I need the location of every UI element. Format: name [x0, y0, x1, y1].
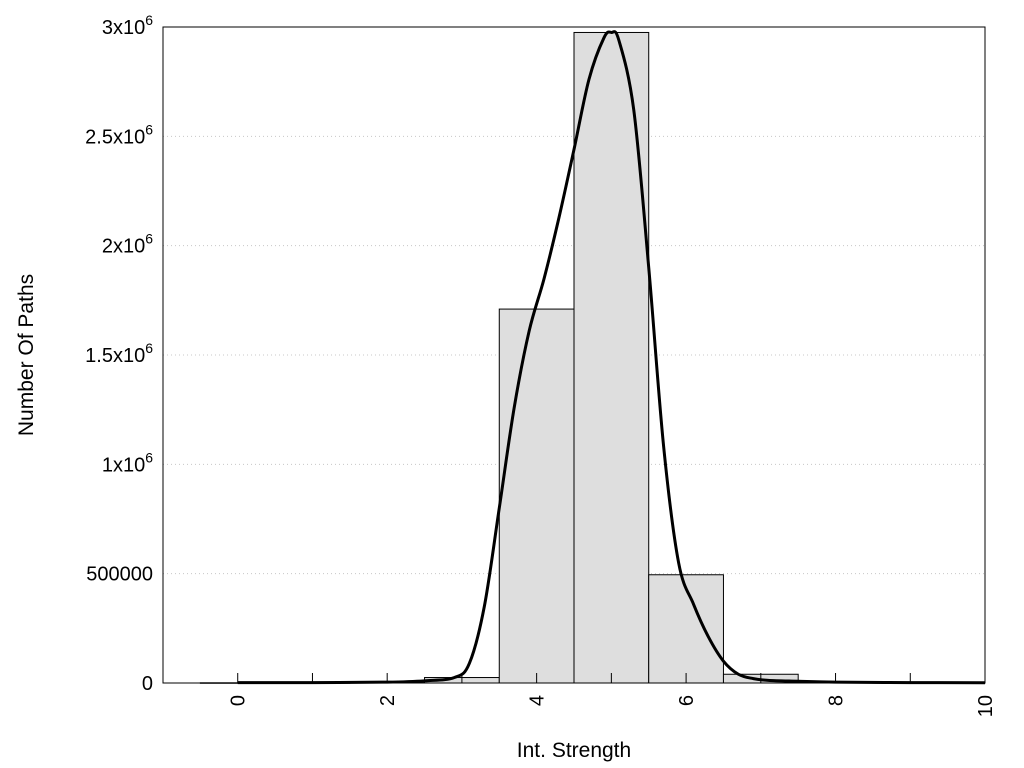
x-axis-ticks: 0 2 4 6 8 10	[228, 673, 997, 717]
histogram-bars	[199, 31, 949, 684]
y-tick-label: 3x106	[102, 12, 153, 39]
fit-curve-line	[237, 30, 986, 685]
histogram-bar	[498, 308, 575, 684]
x-tick-label: 0	[228, 695, 250, 706]
y-tick-label: 0	[142, 673, 153, 695]
y-tick-label: 500000	[86, 564, 153, 586]
x-tick-label: 8	[826, 695, 848, 706]
y-tick-label: 2.5x106	[85, 121, 153, 148]
grid-lines	[163, 135, 985, 575]
y-tick-label: 1.5x106	[85, 340, 153, 367]
y-axis-ticks: 0 500000 1x106 1.5x106 2x106 2.5x106 3x106	[85, 12, 153, 695]
x-tick-label: 4	[527, 695, 549, 706]
histogram-bar	[648, 574, 724, 684]
x-tick-label: 10	[975, 695, 997, 717]
y-tick-label: 2x106	[102, 231, 153, 258]
y-axis-title: Number Of Paths	[15, 274, 38, 436]
x-tick-label: 2	[377, 695, 399, 706]
x-tick-label: 6	[676, 695, 698, 706]
plot-frame	[162, 26, 986, 684]
y-tick-label: 1x106	[102, 449, 153, 476]
x-axis-title: Int. Strength	[517, 739, 631, 762]
fit-curve	[237, 30, 986, 685]
